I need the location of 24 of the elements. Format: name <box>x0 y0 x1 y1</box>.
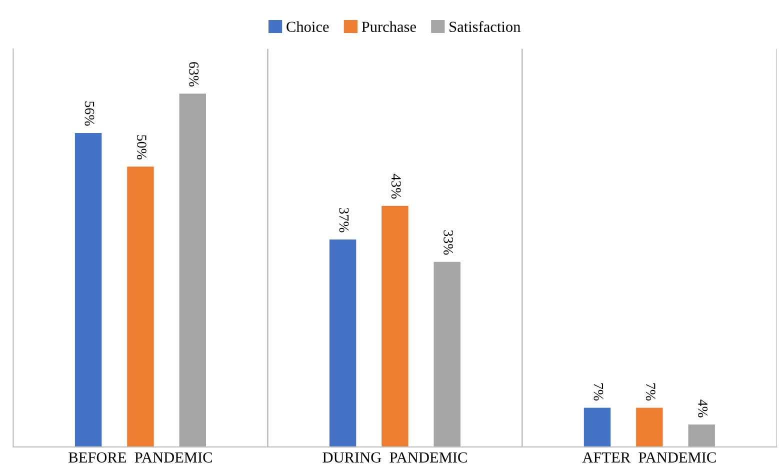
bar <box>434 262 460 447</box>
bar <box>74 132 102 447</box>
data-label: 63% <box>189 62 199 86</box>
bar <box>329 239 356 447</box>
legend-label: Purchase <box>362 21 416 32</box>
data-label: 37% <box>339 208 349 232</box>
bar <box>127 166 154 447</box>
x-tick-label: BEFORE PANDEMIC <box>68 452 212 463</box>
data-label: 7% <box>594 383 604 401</box>
data-label: 43% <box>391 174 401 199</box>
data-label: 56% <box>84 102 94 126</box>
data-label: 33% <box>444 230 454 255</box>
data-label: 7% <box>646 383 656 401</box>
x-tick-label: DURING PANDEMIC <box>322 452 467 463</box>
legend-label: Satisfaction <box>450 21 520 32</box>
data-label: 4% <box>698 400 708 418</box>
bar <box>688 424 715 447</box>
data-label: 50% <box>136 135 146 160</box>
bar <box>179 94 206 447</box>
x-tick-label: AFTER PANDEMIC <box>582 452 716 463</box>
bar <box>636 408 663 447</box>
bar <box>382 206 408 447</box>
legend-label: Choice <box>286 21 329 32</box>
bar <box>584 408 611 447</box>
